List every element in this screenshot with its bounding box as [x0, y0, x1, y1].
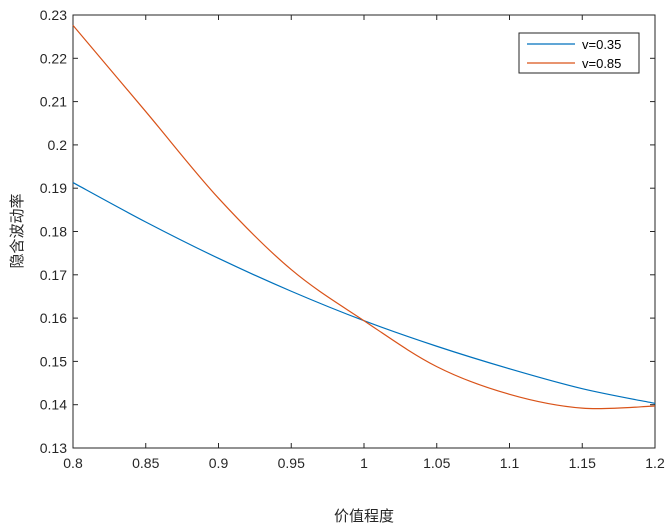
- y-tick-label: 0.19: [40, 180, 67, 196]
- legend-label-2: v=0.85: [582, 56, 621, 71]
- y-tick-label: 0.2: [48, 137, 68, 153]
- series-line-2: [72, 25, 656, 410]
- y-tick-label: 0.22: [40, 50, 67, 66]
- y-tick-label: 0.15: [40, 353, 67, 369]
- series-layer: [72, 25, 656, 410]
- legend-label-1: v=0.35: [582, 37, 621, 52]
- plot-area: [72, 14, 656, 449]
- x-tick-label: 1.2: [645, 455, 665, 471]
- y-tick-label: 0.16: [40, 310, 67, 326]
- y-tick-label: 0.18: [40, 224, 67, 240]
- y-tick-label: 0.13: [40, 440, 67, 456]
- x-tick-label: 0.85: [132, 455, 159, 471]
- y-tick-label: 0.17: [40, 267, 67, 283]
- x-axis-title: 价值程度: [334, 507, 394, 525]
- x-tick-label: 1.05: [423, 455, 450, 471]
- y-axis: 0.13 0.14 0.15 0.16 0.17 0.18 0.19 0.2 0.21 0.22 0…: [40, 7, 655, 456]
- x-tick-label: 0.95: [278, 455, 305, 471]
- y-axis-title: 隐含波动率: [8, 193, 26, 268]
- x-tick-label: 1.15: [569, 455, 596, 471]
- x-axis: 0.8 0.85 0.9 0.95 1 1.05 1.1 1.15 1.2: [63, 15, 665, 471]
- x-tick-label: 0.9: [209, 455, 229, 471]
- legend: v=0.35 v=0.85: [518, 32, 640, 74]
- legend-box: [518, 32, 640, 74]
- y-tick-label: 0.14: [40, 397, 67, 413]
- x-tick-label: 1: [360, 455, 368, 471]
- x-tick-label: 1.1: [500, 455, 520, 471]
- y-tick-label: 0.21: [40, 94, 67, 110]
- y-tick-label: 0.23: [40, 7, 67, 23]
- x-tick-label: 0.8: [63, 455, 83, 471]
